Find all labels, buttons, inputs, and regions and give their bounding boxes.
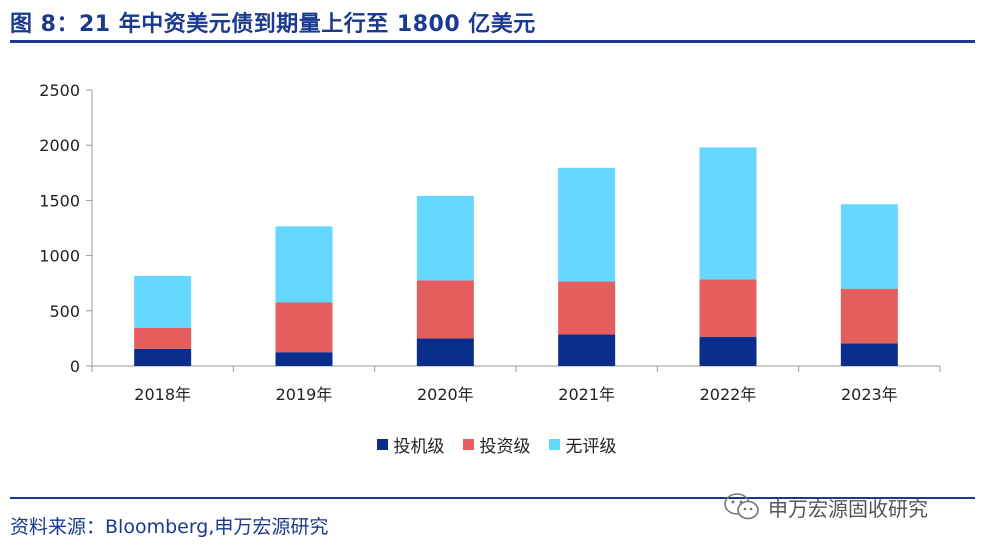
- bar-segment: [558, 334, 616, 366]
- bar-segment: [840, 343, 898, 366]
- legend-item: 无评级: [548, 432, 617, 457]
- figure-title: 图 8：21 年中资美元债到期量上行至 1800 亿美元: [10, 12, 536, 37]
- bar-segment: [699, 147, 757, 280]
- stacked-bar-chart: 0 500 1000 1500 2000 2500 2018年 2019年 2020年 2021年…: [39, 81, 941, 404]
- y-tick-label: 0: [70, 357, 80, 376]
- bar-segment: [275, 302, 333, 353]
- legend-swatch-icon: [548, 439, 560, 450]
- y-tick-label: 2000: [39, 136, 80, 155]
- bar-segment: [275, 352, 333, 366]
- x-tick-label: 2020年: [417, 385, 474, 404]
- x-tick-label: 2022年: [700, 385, 757, 404]
- bar-segment: [558, 281, 616, 335]
- wechat-icon: [724, 493, 759, 520]
- x-tick-label: 2018年: [134, 385, 191, 404]
- source-note: 资料来源：Bloomberg,申万宏源研究: [10, 516, 329, 538]
- bar-segment: [840, 288, 898, 344]
- y-tick-label: 2500: [39, 81, 80, 100]
- bar-segment: [416, 195, 474, 281]
- x-tick-label: 2019年: [276, 385, 333, 404]
- bar-segment: [134, 327, 192, 349]
- bar-segment: [134, 276, 192, 328]
- x-tick-label: 2023年: [841, 385, 898, 404]
- legend-label: 投机级: [393, 437, 445, 457]
- bar-segment: [416, 280, 474, 339]
- legend-item: 投机级: [376, 432, 445, 457]
- source-divider: [10, 497, 975, 499]
- watermark-text: 申万宏源固收研究: [768, 496, 928, 521]
- legend-label: 投资级: [479, 437, 531, 457]
- legend-item: 投资级: [462, 432, 531, 457]
- legend-swatch-icon: [462, 439, 474, 450]
- bar-segment: [699, 279, 757, 337]
- bar-segment: [275, 226, 333, 303]
- legend-swatch-icon: [376, 439, 388, 450]
- y-tick-label: 1000: [39, 247, 80, 266]
- y-tick-label: 500: [49, 302, 80, 321]
- title-divider: [10, 40, 975, 43]
- x-tick-label: 2021年: [558, 385, 615, 404]
- bar-segment: [558, 167, 616, 282]
- watermark: 申万宏源固收研究: [722, 492, 928, 522]
- bar-segment: [416, 338, 474, 366]
- chart-legend: 投机级 投资级 无评级: [0, 432, 993, 457]
- bar-segment: [134, 348, 192, 366]
- y-tick-label: 1500: [39, 191, 80, 210]
- bar-segment: [699, 336, 757, 366]
- legend-label: 无评级: [565, 437, 617, 457]
- bar-segment: [840, 204, 898, 289]
